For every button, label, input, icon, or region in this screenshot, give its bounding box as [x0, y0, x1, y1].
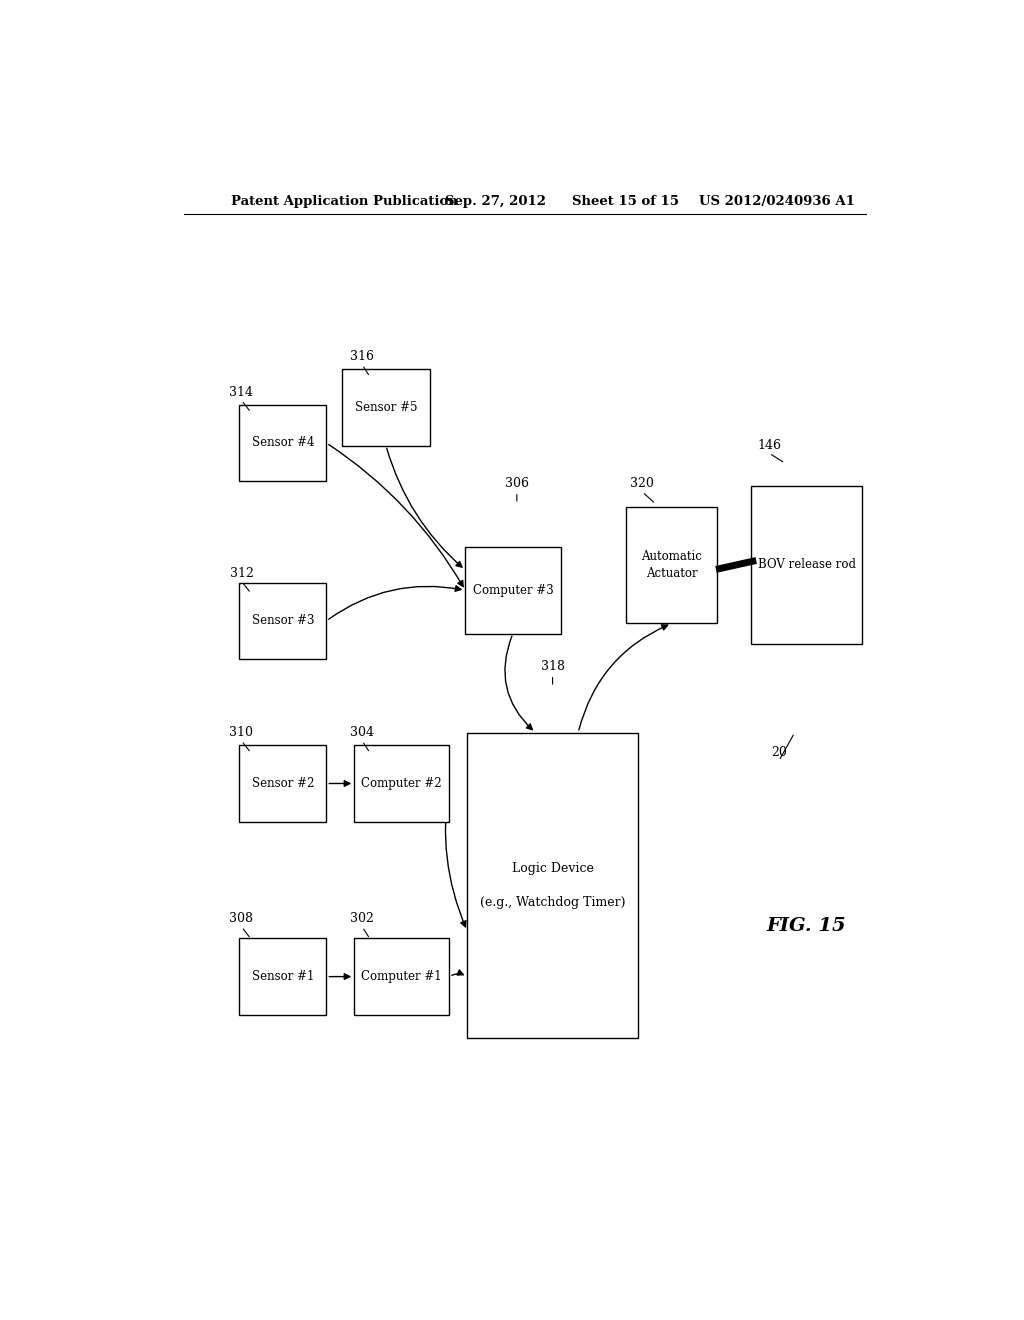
FancyBboxPatch shape: [354, 939, 450, 1015]
FancyBboxPatch shape: [626, 507, 717, 623]
Text: Computer #2: Computer #2: [361, 777, 442, 789]
Text: Sensor #4: Sensor #4: [252, 437, 314, 450]
FancyBboxPatch shape: [240, 746, 327, 821]
Text: 146: 146: [757, 438, 781, 451]
Text: Sensor #5: Sensor #5: [354, 401, 417, 414]
FancyArrowPatch shape: [329, 974, 350, 979]
FancyArrowPatch shape: [579, 624, 668, 730]
Text: Sheet 15 of 15: Sheet 15 of 15: [572, 194, 679, 207]
Text: 316: 316: [350, 350, 374, 363]
Text: Logic Device

(e.g., Watchdog Timer): Logic Device (e.g., Watchdog Timer): [480, 862, 626, 908]
Text: 308: 308: [229, 912, 254, 925]
Text: 306: 306: [505, 477, 528, 490]
Text: 320: 320: [631, 477, 654, 490]
Text: 312: 312: [229, 566, 253, 579]
Text: Sensor #2: Sensor #2: [252, 777, 314, 789]
FancyArrowPatch shape: [445, 787, 466, 927]
FancyBboxPatch shape: [465, 548, 560, 634]
Text: Computer #1: Computer #1: [361, 970, 442, 983]
FancyArrowPatch shape: [329, 445, 463, 586]
FancyBboxPatch shape: [467, 733, 638, 1038]
Text: Patent Application Publication: Patent Application Publication: [231, 194, 458, 207]
Text: Sensor #3: Sensor #3: [252, 614, 314, 627]
Text: 318: 318: [541, 660, 564, 673]
FancyArrowPatch shape: [329, 586, 461, 619]
FancyArrowPatch shape: [505, 636, 532, 730]
FancyBboxPatch shape: [751, 486, 862, 644]
Text: 310: 310: [229, 726, 254, 739]
FancyBboxPatch shape: [342, 370, 430, 446]
FancyArrowPatch shape: [329, 780, 350, 787]
Text: US 2012/0240936 A1: US 2012/0240936 A1: [699, 194, 855, 207]
FancyBboxPatch shape: [354, 746, 450, 821]
Text: 314: 314: [229, 385, 254, 399]
Text: Computer #3: Computer #3: [472, 583, 553, 597]
Text: BOV release rod: BOV release rod: [758, 558, 855, 572]
Text: 304: 304: [350, 726, 374, 739]
Text: FIG. 15: FIG. 15: [767, 917, 847, 935]
Text: 20: 20: [771, 747, 786, 759]
FancyBboxPatch shape: [240, 582, 327, 659]
Text: Sensor #1: Sensor #1: [252, 970, 314, 983]
FancyArrowPatch shape: [387, 449, 462, 568]
FancyArrowPatch shape: [452, 970, 464, 975]
Text: 302: 302: [350, 912, 374, 925]
FancyBboxPatch shape: [240, 405, 327, 480]
FancyBboxPatch shape: [240, 939, 327, 1015]
Text: Automatic
Actuator: Automatic Actuator: [641, 550, 702, 579]
Text: Sep. 27, 2012: Sep. 27, 2012: [445, 194, 547, 207]
